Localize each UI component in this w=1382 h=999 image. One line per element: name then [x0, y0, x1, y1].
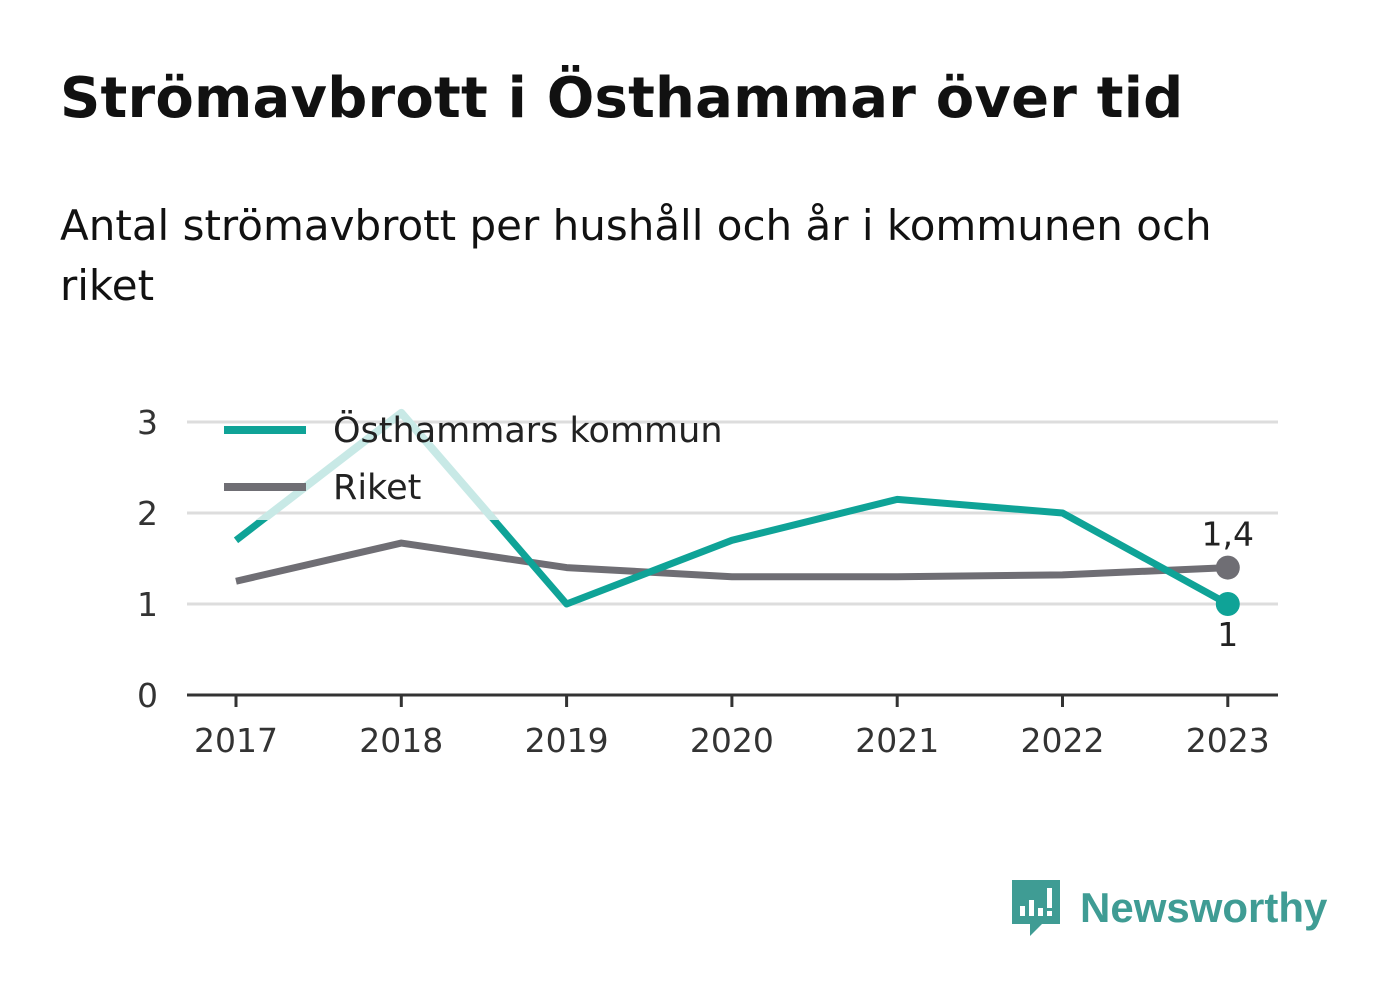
x-tick-label: 2021: [855, 721, 939, 760]
series-endpoint-kommun: [1215, 592, 1240, 616]
y-tick-label: 0: [137, 676, 158, 715]
legend-label: Östhammars kommun: [333, 409, 723, 451]
series-endpoint-riket: [1215, 555, 1240, 580]
end-labels: 1,41: [1202, 515, 1254, 654]
x-tick-label: 2019: [525, 721, 609, 760]
gridlines: [187, 420, 1278, 606]
x-tick-label: 2022: [1021, 721, 1105, 760]
x-axis: 2017 2018 2019 2020 2021 2022 2023: [187, 693, 1278, 760]
chart-title: Strömavbrott i Östhammar över tid: [60, 66, 1184, 131]
x-tick-label: 2020: [690, 721, 774, 760]
x-tick-label: 2017: [194, 721, 278, 760]
newsworthy-logo: Newsworthy: [1010, 878, 1327, 938]
series-lines: [233, 408, 1240, 616]
y-tick-label: 2: [137, 494, 158, 533]
legend-label: Riket: [333, 468, 421, 508]
series-line-kommun-faded: [255, 408, 500, 520]
chart-subtitle: Antal strömavbrott per hushåll och år i …: [60, 201, 1212, 310]
series-line-riket: [235, 539, 1228, 585]
x-tick-label: 2023: [1186, 721, 1270, 760]
x-tick-label: 2018: [359, 721, 443, 760]
y-tick-label: 3: [137, 403, 158, 442]
y-tick-label: 1: [137, 585, 158, 624]
newsworthy-icon: [1012, 880, 1060, 936]
end-label-kommun: 1: [1217, 615, 1238, 654]
end-label-riket: 1,4: [1202, 515, 1254, 554]
brand-name: Newsworthy: [1080, 884, 1328, 931]
y-axis-ticks: 0 1 2 3: [137, 403, 158, 715]
legend: Östhammars kommun Riket: [224, 409, 723, 508]
